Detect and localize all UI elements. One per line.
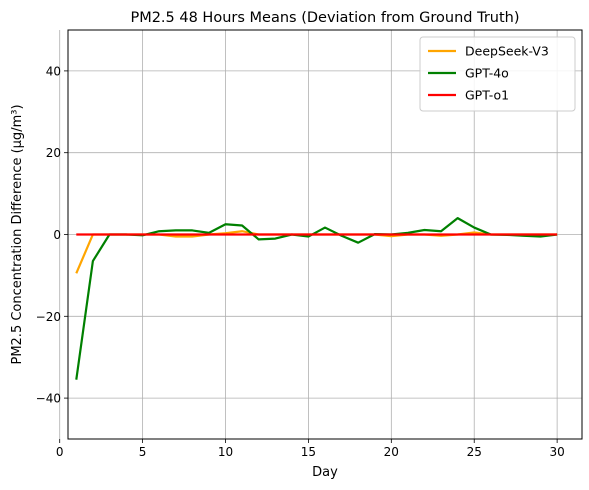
x-tick-label: 20 <box>384 445 399 459</box>
y-tick-label: −20 <box>36 310 61 324</box>
x-tick-label: 25 <box>467 445 482 459</box>
series-line-gpt-4o <box>75 217 558 380</box>
x-axis-label: Day <box>312 465 338 480</box>
legend-box <box>419 36 576 112</box>
legend: DeepSeek-V3 GPT-4o GPT-o1 <box>419 36 576 112</box>
series-lines <box>75 217 558 380</box>
x-tick-label: 30 <box>549 445 564 459</box>
y-tick-label: 40 <box>46 64 61 78</box>
y-tick-label: −40 <box>36 392 61 406</box>
chart-title: PM2.5 48 Hours Means (Deviation from Gro… <box>130 10 519 26</box>
y-tick-label: 0 <box>53 228 61 242</box>
axis-ticks: 0 5 10 15 20 25 30 −40 −20 0 20 40 <box>36 64 565 459</box>
x-tick-label: 15 <box>301 445 316 459</box>
legend-label: GPT-4o <box>465 66 509 81</box>
legend-label: GPT-o1 <box>465 88 509 103</box>
legend-label: DeepSeek-V3 <box>465 44 549 59</box>
x-tick-label: 10 <box>218 445 233 459</box>
y-tick-label: 20 <box>46 146 61 160</box>
x-tick-label: 5 <box>139 445 147 459</box>
y-axis-label: PM2.5 Concentration Difference (µg/m³) <box>10 104 25 364</box>
x-tick-label: 0 <box>56 445 64 459</box>
